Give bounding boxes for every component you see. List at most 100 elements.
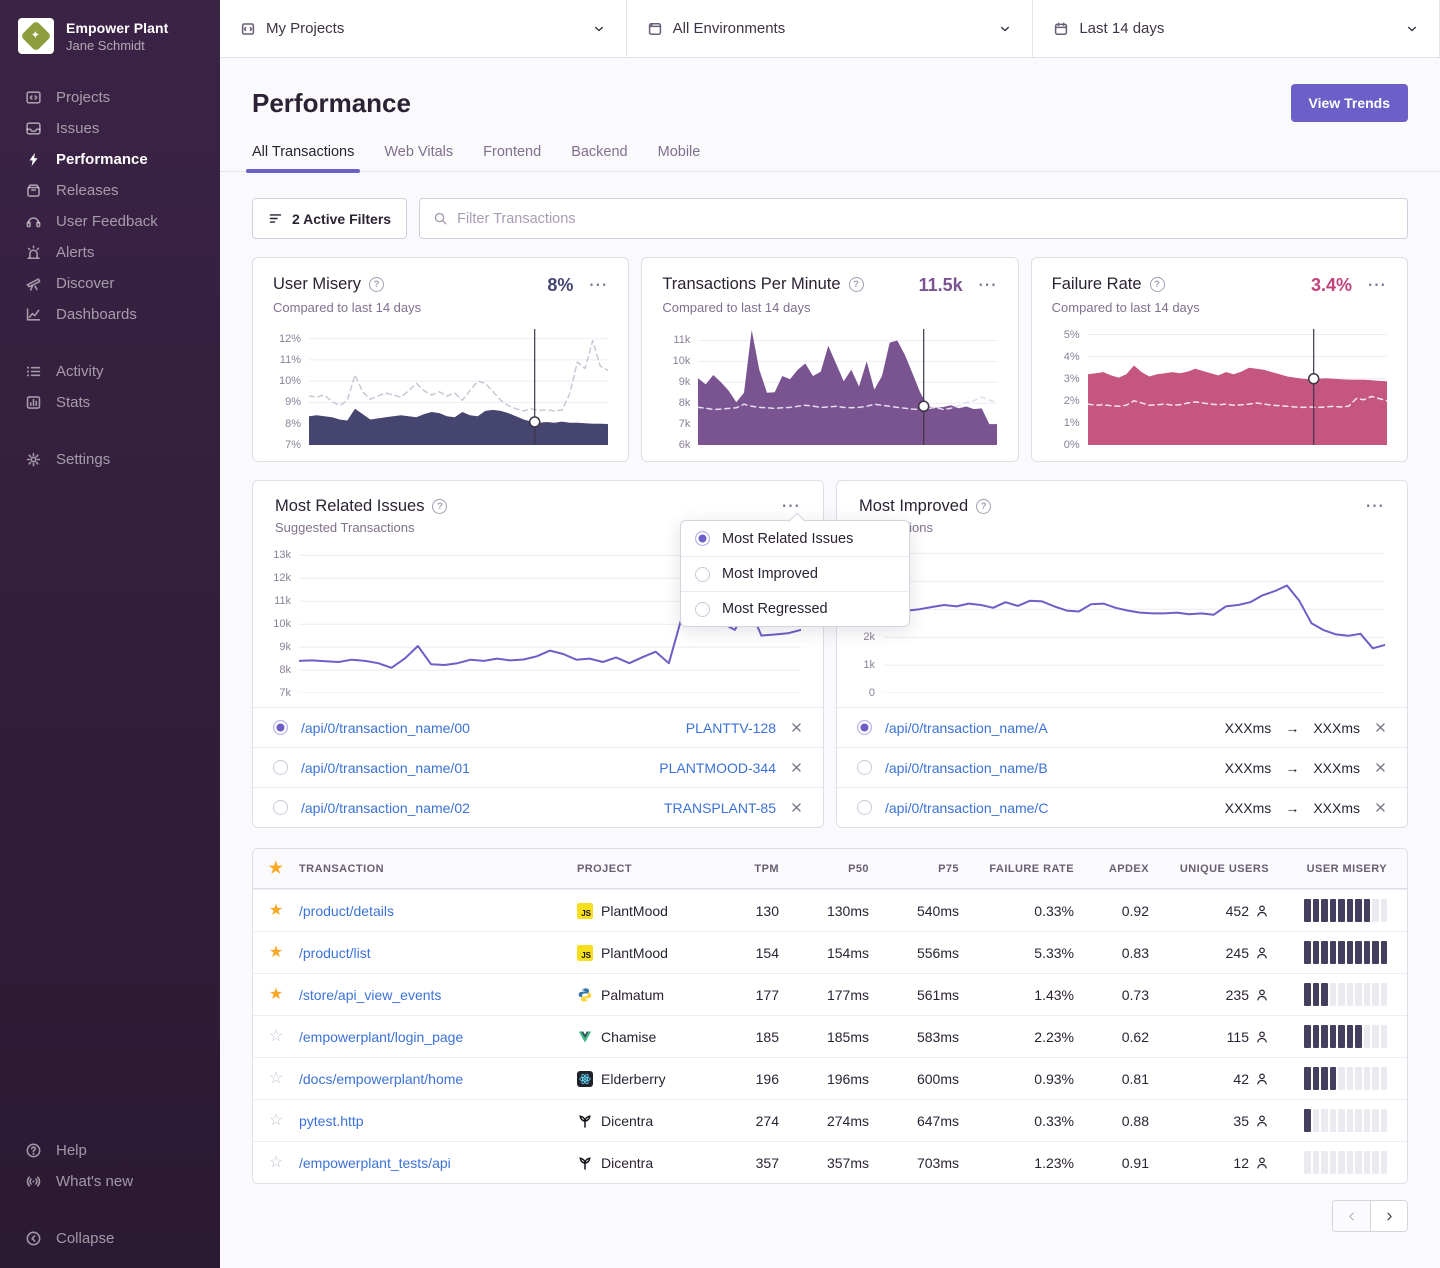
star-toggle[interactable] (269, 1029, 283, 1045)
column-header: P50 (848, 862, 869, 875)
tab[interactable]: Backend (571, 144, 627, 171)
card-subtitle: Compared to last 14 days (1051, 300, 1200, 315)
sidebar-nav: Projects Issues Performance Releases Use… (0, 82, 220, 1135)
help-icon[interactable]: ? (976, 499, 992, 514)
star-toggle[interactable] (269, 1071, 283, 1087)
topbar-selector[interactable]: My Projects (220, 0, 627, 57)
more-options-icon[interactable]: ⋯ (588, 275, 609, 296)
transaction-link[interactable]: /api/0/transaction_name/B (885, 759, 1048, 776)
radio-button[interactable] (857, 760, 872, 775)
transaction-link[interactable]: pytest.http (299, 1112, 364, 1129)
p50-value: 177ms (826, 986, 869, 1003)
arrow-right-icon: → (1285, 719, 1300, 736)
more-options-icon[interactable]: ⋯ (1365, 496, 1385, 517)
sidebar-item-label: Discover (56, 275, 115, 292)
close-icon[interactable] (790, 761, 803, 774)
radio-button[interactable] (695, 601, 710, 617)
sidebar-item[interactable]: Performance (0, 144, 220, 175)
tpm-value: 274 (755, 1112, 779, 1129)
sidebar-item-label: Alerts (56, 244, 95, 261)
help-icon[interactable]: ? (848, 277, 864, 292)
transaction-link[interactable]: /api/0/transaction_name/A (885, 719, 1048, 736)
tab[interactable]: All Transactions (245, 144, 361, 173)
close-icon[interactable] (1374, 801, 1387, 814)
sidebar-item[interactable]: Stats (0, 387, 220, 418)
next-page-button[interactable] (1370, 1201, 1407, 1231)
project-platform-icon (577, 1029, 593, 1045)
help-icon[interactable]: ? (1149, 277, 1165, 292)
card-subtitle: Compared to last 14 days (273, 300, 422, 315)
dropdown-option[interactable]: Most Related Issues (681, 521, 909, 556)
close-icon[interactable] (790, 801, 803, 814)
sidebar-item[interactable]: Issues (0, 113, 220, 144)
transaction-link[interactable]: /product/details (299, 902, 394, 919)
view-trends-button[interactable]: View Trends (1290, 84, 1408, 122)
more-options-icon[interactable]: ⋯ (977, 275, 998, 296)
user-misery-bars (1287, 1151, 1407, 1174)
dropdown-option[interactable]: Most Improved (681, 556, 909, 591)
transaction-link[interactable]: /empowerplant_tests/api (299, 1154, 451, 1171)
star-toggle[interactable] (269, 945, 283, 961)
sidebar-footer-item[interactable]: What's new (0, 1166, 220, 1197)
sidebar-item[interactable]: Discover (0, 268, 220, 299)
transaction-link[interactable]: /api/0/transaction_name/01 (301, 759, 470, 776)
dropdown-option[interactable]: Most Regressed (681, 591, 909, 626)
transaction-link[interactable]: /empowerplant/login_page (299, 1028, 464, 1045)
radio-button[interactable] (857, 720, 872, 735)
tab[interactable]: Mobile (658, 144, 701, 171)
transaction-link[interactable]: /store/api_view_events (299, 986, 442, 1003)
sidebar-collapse[interactable]: Collapse (0, 1223, 220, 1254)
star-column-icon[interactable] (269, 861, 284, 877)
sidebar-item[interactable]: Releases (0, 175, 220, 206)
issue-link[interactable]: PLANTMOOD-344 (659, 759, 776, 776)
issue-link[interactable]: TRANSPLANT-85 (663, 799, 776, 816)
sidebar-item[interactable]: Projects (0, 82, 220, 113)
close-icon[interactable] (1374, 761, 1387, 774)
radio-button[interactable] (273, 720, 288, 735)
project-platform-icon (577, 987, 593, 1003)
star-toggle[interactable] (269, 1155, 283, 1171)
sidebar-item[interactable]: Settings (0, 444, 220, 475)
radio-button[interactable] (857, 800, 872, 815)
help-icon[interactable]: ? (432, 499, 448, 514)
transaction-link[interactable]: /api/0/transaction_name/02 (301, 799, 470, 816)
active-filters-button[interactable]: 2 Active Filters (252, 198, 408, 239)
sidebar-item[interactable]: Activity (0, 356, 220, 387)
star-toggle[interactable] (269, 987, 283, 1003)
duration-after: XXXms (1313, 799, 1360, 816)
user-misery-chart (308, 329, 609, 446)
more-options-icon[interactable]: ⋯ (1366, 275, 1387, 296)
transaction-link[interactable]: /api/0/transaction_name/C (885, 799, 1049, 816)
topbar-selector[interactable]: All Environments (627, 0, 1034, 57)
help-icon[interactable]: ? (369, 277, 385, 292)
tab-bar: All Transactions Web Vitals Frontend Bac… (220, 122, 1440, 173)
star-toggle[interactable] (269, 1113, 283, 1129)
tab[interactable]: Frontend (483, 144, 541, 171)
close-icon[interactable] (790, 721, 803, 734)
sidebar-item[interactable]: Dashboards (0, 299, 220, 330)
project-name: Dicentra (601, 1112, 654, 1129)
more-options-icon[interactable]: ⋯ (781, 496, 801, 517)
issue-link[interactable]: PLANTTV-128 (685, 719, 776, 736)
transaction-link[interactable]: /product/list (299, 944, 371, 961)
transaction-link[interactable]: /api/0/transaction_name/00 (301, 719, 470, 736)
radio-button[interactable] (695, 566, 710, 582)
sidebar-item-label: Stats (56, 394, 91, 411)
topbar-selector[interactable]: Last 14 days (1033, 0, 1440, 57)
sidebar-item[interactable]: User Feedback (0, 206, 220, 237)
apdex-value: 0.62 (1121, 1028, 1149, 1045)
radio-button[interactable] (273, 800, 288, 815)
user-icon (1255, 988, 1269, 1002)
sidebar-item[interactable]: Alerts (0, 237, 220, 268)
star-toggle[interactable] (269, 903, 283, 919)
tab[interactable]: Web Vitals (384, 144, 453, 171)
radio-button[interactable] (273, 760, 288, 775)
close-icon[interactable] (1374, 721, 1387, 734)
org-switcher[interactable]: ✦ Empower Plant Jane Schmidt (0, 0, 220, 68)
previous-page-button[interactable] (1333, 1201, 1370, 1231)
radio-button[interactable] (695, 531, 710, 546)
sidebar-footer-item[interactable]: Help (0, 1135, 220, 1166)
transaction-link[interactable]: /docs/empowerplant/home (299, 1070, 464, 1087)
filter-transactions-input[interactable] (457, 210, 1394, 227)
